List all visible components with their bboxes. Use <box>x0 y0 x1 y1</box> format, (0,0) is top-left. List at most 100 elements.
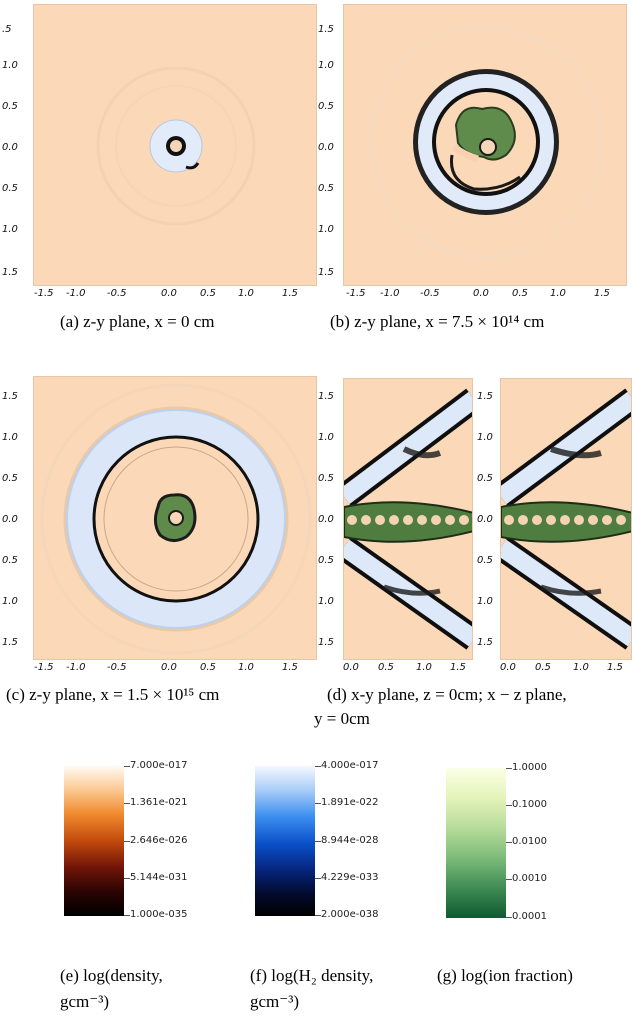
caption-b: (b) z-y plane, x = 7.5 × 10¹⁴ cm <box>330 312 545 331</box>
colorbar-tick <box>506 805 512 806</box>
tick-label: 1.5 <box>318 24 334 35</box>
colorbar-label: 1.891e-022 <box>321 797 379 808</box>
tick-label: 0.0 <box>161 288 177 299</box>
tick-label: 0.5 <box>200 662 216 673</box>
colorbar-tick <box>506 842 512 843</box>
tick-label: 1.0 <box>2 432 18 443</box>
tick-label: 0.5 <box>512 288 528 299</box>
tick-label: 0.0 <box>318 142 334 153</box>
tick-label: 1.0 <box>318 60 334 71</box>
colorbar-label: 1.000e-035 <box>130 909 188 920</box>
tick-label: 0.0 <box>473 288 489 299</box>
tick-label: 0.0 <box>500 662 516 673</box>
tick-label: -1.0 <box>380 288 400 299</box>
caption-e-line2: gcm⁻³) <box>60 992 109 1011</box>
tick-label: 1.0 <box>318 432 334 443</box>
tick-label: 0.5 <box>477 473 493 484</box>
tick-label: -1.5 <box>346 288 366 299</box>
caption-e-line1: (e) log(density, <box>60 966 163 985</box>
panel-d-left <box>343 378 473 660</box>
colorbar-tick <box>506 917 512 918</box>
tick-label: 1.5 <box>318 637 334 648</box>
colorbar-tick <box>124 841 130 842</box>
tick-label: 1.5 <box>282 288 298 299</box>
tick-label: 1.5 <box>2 267 18 278</box>
colorbar-tick <box>124 803 130 804</box>
knot-chain <box>347 515 469 525</box>
caption-g-line1: (g) log(ion fraction) <box>437 966 573 985</box>
tick-label: 1.5 <box>2 391 18 402</box>
colorbar-tick <box>315 841 321 842</box>
colorbar-label: 0.1000 <box>512 799 547 810</box>
tick-label: -1.5 <box>34 662 54 673</box>
colorbar-tick <box>124 878 130 879</box>
tick-label: 0.5 <box>378 662 394 673</box>
tick-label: 1.0 <box>2 596 18 607</box>
panel-b-image <box>369 25 603 259</box>
tick-label: 0.5 <box>318 183 334 194</box>
colorbar-tick <box>506 768 512 769</box>
tick-label: -1.0 <box>66 662 86 673</box>
colorbar-tick <box>124 915 130 916</box>
panel-d-right <box>500 378 632 660</box>
tick-label: 1.0 <box>238 662 254 673</box>
tick-label: 0.5 <box>2 555 18 566</box>
caption-c: (c) z-y plane, x = 1.5 × 10¹⁵ cm <box>6 685 220 704</box>
tick-label: -0.5 <box>107 288 127 299</box>
colorbar-tick <box>315 766 321 767</box>
colorbar-label: 4.229e-033 <box>321 872 379 883</box>
tick-label: .5 <box>2 24 12 35</box>
colorbar-label: 0.0100 <box>512 836 547 847</box>
tick-label: 0.5 <box>318 473 334 484</box>
tick-label: 0.0 <box>161 662 177 673</box>
tick-label: 0.0 <box>2 142 18 153</box>
panel-a-image <box>96 66 256 226</box>
panel-b <box>343 4 627 286</box>
colorbar-ion-gradient <box>446 768 506 918</box>
tick-label: 1.5 <box>2 637 18 648</box>
tick-label: 1.0 <box>2 60 18 71</box>
caption-d-line1: (d) x-y plane, z = 0cm; x − z plane, <box>327 685 567 704</box>
tick-label: 1.0 <box>477 432 493 443</box>
panel-a <box>33 4 317 286</box>
colorbar-label: 5.144e-031 <box>130 872 188 883</box>
tick-label: 0.5 <box>477 555 493 566</box>
tick-label: 0.5 <box>318 555 334 566</box>
tick-label: 1.5 <box>450 662 466 673</box>
colorbar-label: 0.0010 <box>512 873 547 884</box>
tick-label: 1.5 <box>477 637 493 648</box>
tick-label: 1.5 <box>477 391 493 402</box>
colorbar-label: 1.361e-021 <box>130 797 188 808</box>
tick-label: -0.5 <box>420 288 440 299</box>
panel-d-right-image <box>501 388 631 650</box>
tick-label: 0.5 <box>318 101 334 112</box>
colorbar-tick <box>506 879 512 880</box>
tick-label: 0.5 <box>535 662 551 673</box>
colorbar-label: 0.0001 <box>512 911 547 922</box>
colorbar-h2-gradient <box>255 766 315 916</box>
tick-label: 0.0 <box>318 514 334 525</box>
tick-label: -1.0 <box>66 288 86 299</box>
tick-label: 1.0 <box>2 224 18 235</box>
tick-label: 1.0 <box>318 596 334 607</box>
tick-label: 1.0 <box>416 662 432 673</box>
tick-label: 1.0 <box>550 288 566 299</box>
tick-label: 1.5 <box>282 662 298 673</box>
colorbar-label: 2.000e-038 <box>321 909 379 920</box>
tick-label: 0.5 <box>2 101 18 112</box>
tick-label: 1.0 <box>477 596 493 607</box>
caption-f-line1: (f) log(H₂ density, <box>250 966 374 985</box>
tick-label: -1.5 <box>34 288 54 299</box>
colorbar-tick <box>315 803 321 804</box>
panel-d-left-image <box>344 388 472 650</box>
tick-label: 1.5 <box>318 267 334 278</box>
tick-label: -0.5 <box>107 662 127 673</box>
colorbar-label: 8.944e-028 <box>321 835 379 846</box>
tick-label: 1.0 <box>318 224 334 235</box>
tick-label: 0.5 <box>2 473 18 484</box>
tick-label: 1.0 <box>573 662 589 673</box>
colorbar-tick <box>124 766 130 767</box>
colorbar-tick <box>315 878 321 879</box>
tick-label: 0.0 <box>343 662 359 673</box>
caption-d-line2: y = 0cm <box>314 709 370 728</box>
